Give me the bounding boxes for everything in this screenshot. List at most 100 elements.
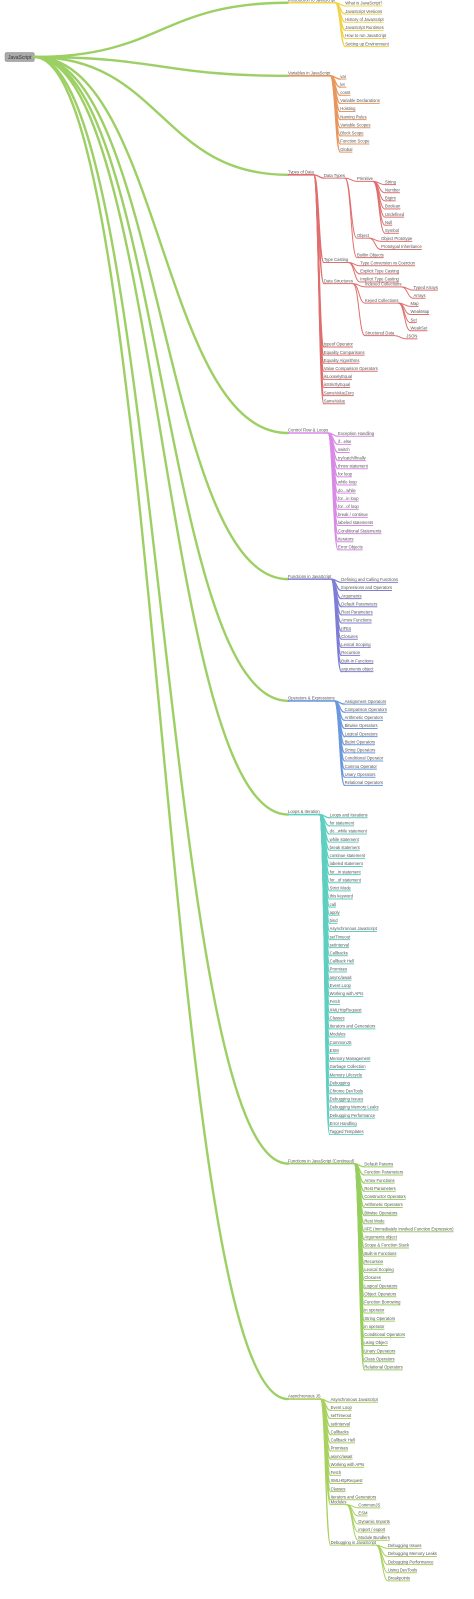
- node-label: Rest Parameters: [341, 610, 372, 615]
- edge: [319, 813, 331, 1136]
- node-label: switch: [338, 447, 350, 452]
- edge: [33, 55, 290, 1165]
- branch-label: Introduction to JavaScript: [288, 0, 336, 2]
- node-label: Callback Hell: [330, 959, 355, 964]
- node-label: for...of loop: [338, 504, 359, 509]
- node-label: Relational Operators: [345, 780, 383, 785]
- node-label: const: [340, 90, 351, 95]
- node-label: setTimeout: [330, 934, 351, 939]
- node-label: Data Structures: [324, 278, 353, 283]
- node-label: Loops and Iterations: [330, 812, 368, 817]
- node-label: ESM: [358, 1511, 368, 1516]
- node-label: Debugging Performance: [388, 1559, 434, 1564]
- node-label: Error Objects: [338, 545, 363, 550]
- node-label: Debugging: [330, 1080, 351, 1085]
- node-label: Setting up Environment: [345, 41, 389, 46]
- node-label: Expressions and Operators: [341, 585, 392, 590]
- node-label: JSON: [406, 334, 417, 339]
- node-label: Builtin Objects: [357, 252, 384, 257]
- branch-label: Functions in JavaScript (Continued): [288, 1158, 355, 1163]
- node-label: continue statement: [330, 853, 366, 858]
- edge: [333, 700, 346, 786]
- node-label: Promises: [331, 1446, 348, 1451]
- edge: [327, 432, 339, 551]
- node-label: for...in statement: [330, 869, 362, 874]
- node-label: Unary Operators: [364, 1348, 395, 1353]
- node-label: Arithmetic Operators: [345, 715, 383, 720]
- edge: [33, 55, 290, 435]
- node-label: apply: [330, 910, 341, 915]
- node-label: Comparison Operators: [345, 707, 387, 712]
- node-label: async/await: [331, 1454, 354, 1459]
- node-label: for...in loop: [338, 496, 359, 501]
- node-label: break / continue: [338, 512, 368, 517]
- edge: [344, 177, 358, 259]
- node-label: Undefined: [385, 212, 405, 217]
- node-label: Number: [385, 187, 400, 192]
- node-label: BigInt Operators: [345, 739, 376, 744]
- node-label: Symbol: [385, 228, 399, 233]
- node-label: Function Parameters: [364, 1170, 403, 1175]
- node-label: XMLHttpRequest: [331, 1478, 364, 1483]
- node-label: isStrictlyEqual: [324, 382, 350, 387]
- edge: [345, 1504, 359, 1541]
- node-label: Function Scope: [340, 139, 370, 144]
- node-label: setInterval: [330, 942, 349, 947]
- node-label: Callback Hell: [331, 1438, 356, 1443]
- node-label: for...of statement: [330, 877, 362, 882]
- node-label: typeof Operator: [324, 342, 354, 347]
- node-label: Dynamic Imports: [358, 1519, 389, 1524]
- node-label: Promises: [330, 967, 347, 972]
- node-label: Conditional Operators: [364, 1332, 405, 1337]
- node-label: Object Operators: [364, 1291, 396, 1296]
- node-label: Debugging in JavaScript: [331, 1540, 377, 1545]
- edge: [33, 55, 290, 78]
- node-label: WeakMap: [410, 309, 429, 314]
- node-label: Event Loop: [330, 983, 352, 988]
- node-label: if...else: [338, 439, 352, 444]
- node-label: Bitwise Operators: [364, 1210, 397, 1215]
- node-label: Object: [357, 233, 370, 238]
- edge: [33, 55, 290, 1401]
- node-label: Callbacks: [331, 1429, 349, 1434]
- node-label: Global: [340, 147, 352, 152]
- node-label: break statement: [330, 845, 361, 850]
- root-label: JavaScript: [8, 55, 32, 61]
- node-label: Rest Mode: [364, 1218, 385, 1223]
- edge: [347, 262, 361, 283]
- node-label: Memory Lifecycle: [330, 1072, 363, 1077]
- node-label: Iterators and Generators: [331, 1494, 377, 1499]
- node-label: Variable Scopes: [340, 122, 370, 127]
- branch-label: Loops & Iteration: [288, 809, 320, 814]
- node-label: while statement: [330, 837, 360, 842]
- edge: [33, 55, 290, 816]
- node-label: Debugging Issues: [388, 1543, 422, 1548]
- node-label: Fetch: [331, 1470, 342, 1475]
- edge: [400, 286, 414, 299]
- node-label: Variable Declarations: [340, 98, 380, 103]
- node-label: Naming Rules: [340, 114, 366, 119]
- node-label: var: [340, 74, 346, 79]
- node-label: JavaScript Versions: [345, 9, 382, 14]
- branch-label: Functions in JavaScript: [288, 574, 332, 579]
- branch-label: Asynchronous JS: [288, 1394, 321, 1399]
- edge: [393, 335, 407, 340]
- node-label: Asynchronous JavaScript: [331, 1397, 379, 1402]
- edge: [334, 2, 346, 48]
- node-label: IIFE (Immediately Invoked Function Expre…: [364, 1227, 454, 1232]
- node-label: in operator: [364, 1324, 385, 1329]
- node-label: Using DevTools: [388, 1567, 417, 1572]
- node-label: Defining and Calling Functions: [341, 577, 398, 582]
- node-label: Built-in Functions: [364, 1251, 396, 1256]
- node-label: Debugging Issues: [330, 1097, 364, 1102]
- node-label: Conditional Operator: [345, 756, 384, 761]
- node-label: Unary Operators: [345, 772, 376, 777]
- node-label: Event Loop: [331, 1405, 353, 1410]
- edge: [33, 1, 290, 59]
- node-label: Constructor Operators: [364, 1194, 405, 1199]
- node-label: Debugging Performance: [330, 1113, 376, 1118]
- node-label: Debugging Memory Leaks: [330, 1105, 379, 1110]
- node-label: Prototypal Inheritance: [381, 244, 422, 249]
